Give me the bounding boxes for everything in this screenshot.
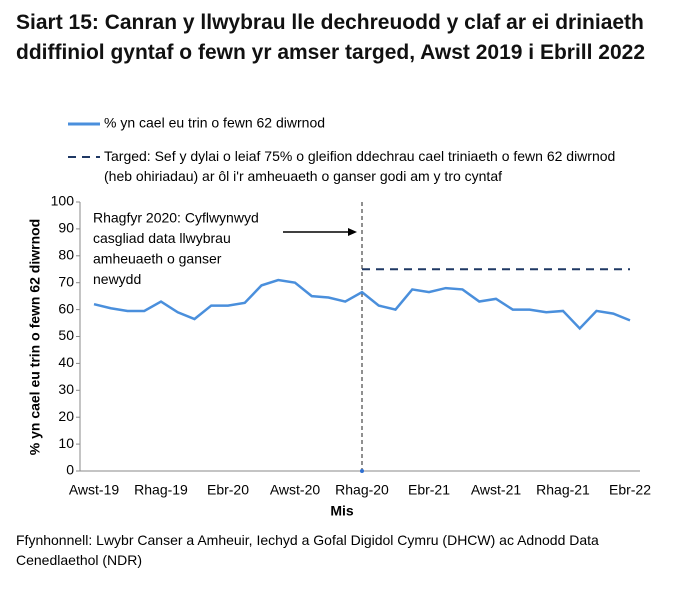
y-tick-label: 0 xyxy=(66,462,74,478)
arrow-head xyxy=(348,228,357,236)
chart-title: Siart 15: Canran y llwybrau lle dechreuo… xyxy=(16,11,646,64)
x-tick-label: Awst-21 xyxy=(471,482,522,498)
y-tick-label: 60 xyxy=(58,300,74,316)
y-tick-label: 80 xyxy=(58,247,74,263)
annotation: casgliad data llwybrau xyxy=(93,230,231,246)
legend-label: % yn cael eu trin o fewn 62 diwrnod xyxy=(104,115,325,131)
legend-label: Targed: Sef y dylai o leiaf 75% o gleifi… xyxy=(104,148,616,184)
x-tick-label: Ebr-22 xyxy=(609,482,651,498)
x-tick-label: Ebr-21 xyxy=(408,482,450,498)
y-axis-title: % yn cael eu trin o fewn 62 diwrnod xyxy=(27,219,43,456)
x-tick-label: Ebr-20 xyxy=(207,482,249,498)
y-tick-label: 40 xyxy=(58,354,74,370)
y-tick-label: 100 xyxy=(51,193,75,209)
series-line xyxy=(93,278,631,331)
y-tick-label: 90 xyxy=(58,220,74,236)
x-tick-label: Rhag-19 xyxy=(134,482,188,498)
y-tick-label: 30 xyxy=(58,381,74,397)
x-tick-label: Rhag-20 xyxy=(335,482,389,498)
source-note: Ffynhonnell: Lwybr Canser a Amheuir, Iec… xyxy=(16,532,599,568)
x-tick-label: Awst-19 xyxy=(69,482,120,498)
annotation: newydd xyxy=(93,271,141,287)
y-tick-label: 10 xyxy=(58,435,74,451)
y-tick-label: 70 xyxy=(58,273,74,289)
annotation: Rhagfyr 2020: Cyflwynwyd xyxy=(93,210,259,226)
y-tick-label: 50 xyxy=(58,327,74,343)
x-axis-title: Mis xyxy=(330,503,354,519)
x-tick-label: Awst-20 xyxy=(270,482,321,498)
y-tick-label: 20 xyxy=(58,408,74,424)
annotation: amheuaeth o ganser xyxy=(93,251,222,267)
event-marker xyxy=(360,469,364,473)
x-tick-label: Rhag-21 xyxy=(536,482,590,498)
